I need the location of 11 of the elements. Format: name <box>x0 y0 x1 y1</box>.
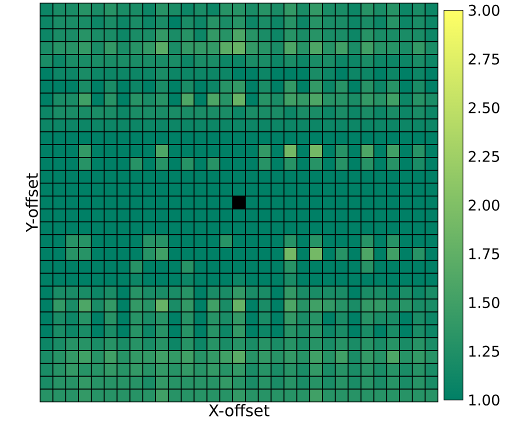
color-bar-label: 2.50 <box>468 102 500 114</box>
color-bar-label: 2.75 <box>468 54 500 65</box>
x-axis-title: X-offset <box>208 404 270 416</box>
color-bar-label: 1.50 <box>469 297 500 308</box>
color-bar-label: 1.25 <box>469 346 500 357</box>
color-bar-label: 2.00 <box>468 200 500 211</box>
color-bar-label: 2.25 <box>468 150 500 162</box>
color-bar-label: 1.00 <box>469 394 500 406</box>
color-bar-label: 3.00 <box>468 4 500 16</box>
y-axis-title: Y-offset <box>26 173 38 232</box>
color-bar-label: 1.75 <box>469 248 500 260</box>
